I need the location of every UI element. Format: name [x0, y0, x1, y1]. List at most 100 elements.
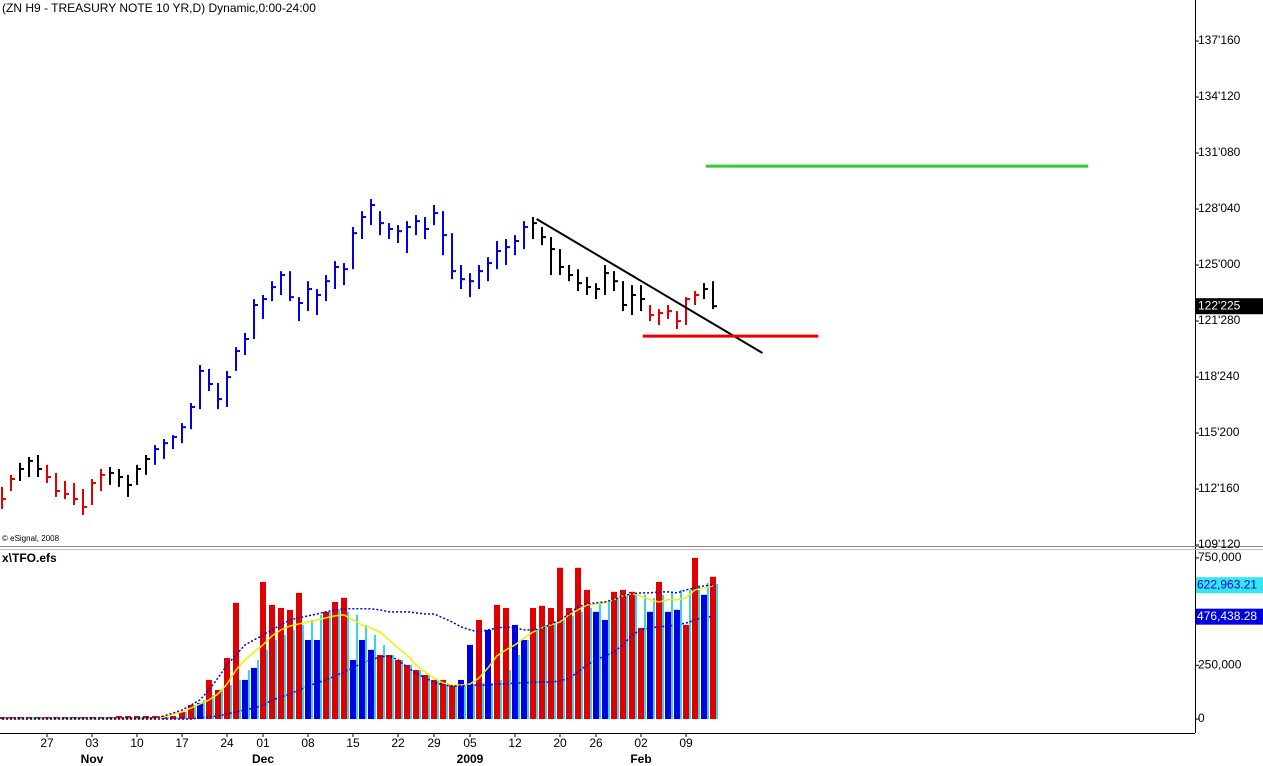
x-tick-label: 05	[463, 736, 477, 750]
band-line	[2, 584, 714, 719]
histogram-bar	[620, 589, 626, 720]
month-label: 2009	[457, 752, 484, 766]
y-tick-label: 750,000	[1198, 550, 1242, 564]
x-tick-label: 17	[175, 736, 189, 750]
indicator-title: x\TFO.efs	[2, 551, 57, 565]
histogram-bar	[215, 690, 221, 720]
histogram-bar	[548, 607, 554, 720]
x-tick-label: 24	[220, 736, 234, 750]
x-tick-label: 20	[553, 736, 567, 750]
histogram-bar	[566, 607, 572, 720]
histogram-bar	[197, 702, 203, 720]
last-price-label: 122'225	[1198, 298, 1241, 312]
y-tick-label: 250,000	[1198, 657, 1242, 671]
histogram-bar	[323, 611, 329, 720]
histogram-bar	[278, 607, 284, 720]
month-label: Feb	[630, 752, 651, 766]
y-tick-label: 112'160	[1198, 481, 1240, 495]
histogram-bar	[710, 576, 716, 720]
histogram-bar	[521, 639, 527, 720]
histogram-bar	[683, 624, 689, 720]
y-tick-label: 0	[1198, 711, 1205, 725]
month-label: Dec	[252, 752, 274, 766]
histogram-bar	[134, 716, 140, 720]
histogram-bar	[692, 557, 698, 720]
histogram-bar	[503, 607, 509, 720]
histogram-bar	[512, 624, 518, 720]
histogram-bar	[251, 667, 257, 720]
y-tick-label: 131'080	[1198, 145, 1241, 159]
histogram-bar	[494, 604, 500, 720]
histogram-bar	[431, 679, 437, 720]
histogram-bar	[170, 716, 176, 720]
histogram-bar	[647, 611, 653, 720]
histogram-bar	[602, 619, 608, 720]
x-tick-label: 03	[85, 736, 99, 750]
average-line	[2, 585, 714, 720]
histogram-bar	[350, 659, 356, 720]
histogram-bar	[287, 609, 293, 720]
histogram-bar	[395, 659, 401, 720]
last-value-label: 476,438.28	[1197, 609, 1257, 623]
histogram-bar	[611, 591, 617, 720]
histogram-bar	[674, 609, 680, 720]
chart-title: (ZN H9 - TREASURY NOTE 10 YR,D) Dynamic,…	[2, 1, 316, 15]
y-tick-label: 134'120	[1198, 89, 1241, 103]
y-tick-label: 137'160	[1198, 33, 1241, 47]
histogram-bar	[629, 591, 635, 720]
last-price-box	[1196, 298, 1263, 315]
y-tick-label: 121'280	[1198, 313, 1241, 327]
histogram-bar	[422, 674, 428, 720]
last-value-label: 622,963.21	[1197, 577, 1257, 591]
histogram-bar	[665, 611, 671, 720]
x-tick-label: 08	[301, 736, 315, 750]
histogram-bar	[440, 679, 446, 720]
y-tick-label: 118'240	[1198, 369, 1240, 383]
x-tick-label: 01	[256, 736, 270, 750]
histogram-bar	[332, 601, 338, 720]
x-tick-label: 27	[40, 736, 54, 750]
histogram-bar	[638, 627, 644, 720]
histogram-bar	[260, 581, 266, 720]
x-tick-label: 15	[346, 736, 360, 750]
x-tick-label: 12	[508, 736, 522, 750]
histogram-bar	[557, 567, 563, 720]
histogram-bar	[305, 639, 311, 720]
histogram-bar	[539, 605, 545, 720]
band-line	[2, 615, 714, 720]
histogram-bar	[701, 594, 707, 720]
histogram-bar	[404, 664, 410, 720]
histogram-bar	[188, 705, 194, 720]
last-value-box	[1196, 577, 1263, 594]
x-tick-label: 09	[679, 736, 693, 750]
x-tick-label: 02	[634, 736, 648, 750]
histogram-bar	[476, 619, 482, 720]
last-value-box	[1196, 608, 1263, 625]
histogram-bar	[584, 589, 590, 720]
histogram-bar	[458, 679, 464, 720]
histogram-bar	[269, 604, 275, 720]
histogram-bar	[575, 567, 581, 720]
histogram-bar	[62, 717, 68, 720]
histogram-bar	[296, 592, 302, 720]
x-tick-label: 26	[589, 736, 603, 750]
histogram-bar	[233, 602, 239, 720]
histogram-bar	[224, 658, 230, 720]
histogram-bar	[413, 670, 419, 720]
histogram-bar	[485, 629, 491, 720]
histogram-bar	[467, 644, 473, 720]
x-tick-label: 22	[391, 736, 405, 750]
y-tick-label: 125'000	[1198, 257, 1241, 271]
y-tick-label: 109'120	[1198, 537, 1241, 551]
histogram-bar	[242, 679, 248, 720]
annotation-line	[536, 218, 764, 354]
histogram-bar	[593, 611, 599, 720]
x-tick-label: 10	[130, 736, 144, 750]
x-tick-label: 29	[427, 736, 441, 750]
histogram-bar	[449, 685, 455, 720]
histogram-bar	[341, 597, 347, 720]
histogram-bar	[368, 649, 374, 720]
histogram-bar	[530, 607, 536, 720]
